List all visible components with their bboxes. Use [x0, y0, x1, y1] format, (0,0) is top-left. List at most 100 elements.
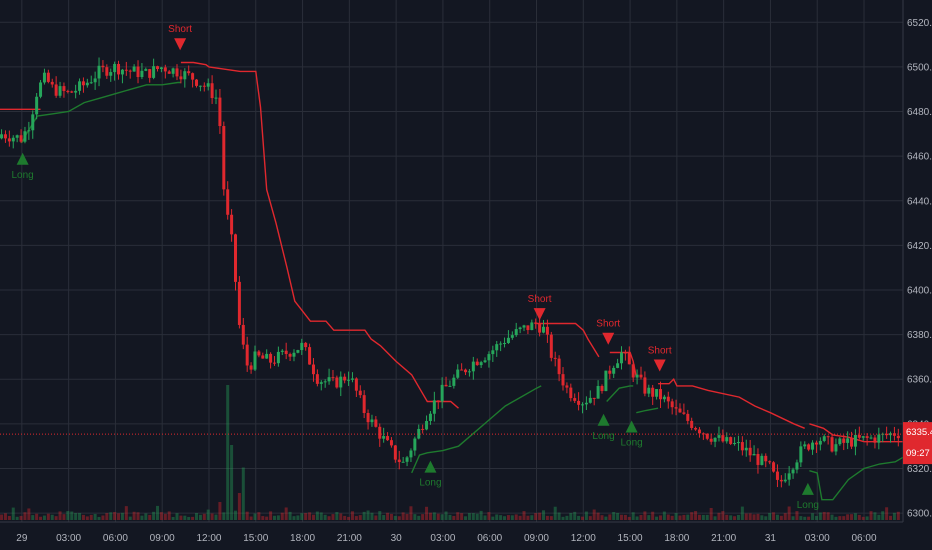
volume-bar	[842, 516, 846, 520]
volume-bar	[635, 516, 639, 520]
candle-body	[191, 73, 195, 80]
time-tick-label: 06:00	[477, 533, 502, 544]
time-axis-panel	[0, 522, 932, 550]
volume-bar	[733, 516, 737, 520]
volume-bar	[393, 515, 397, 520]
candle-body	[50, 81, 54, 85]
last-price-badge: 6335.4 09:27	[903, 422, 932, 465]
candle-body	[148, 69, 152, 78]
time-tick-label: 12:00	[196, 533, 221, 544]
candle-body	[393, 445, 397, 460]
candle-body	[265, 353, 269, 359]
volume-bar	[608, 514, 612, 520]
candle-body	[475, 361, 479, 366]
candle-body	[35, 96, 39, 115]
volume-bar	[382, 515, 386, 520]
volume-bar	[534, 513, 538, 520]
candle-body	[740, 442, 744, 451]
volume-bar	[370, 512, 374, 520]
volume-bar	[288, 511, 292, 520]
volume-bar	[347, 516, 351, 520]
candle-body	[807, 444, 811, 450]
short-signal-arrow	[653, 359, 666, 372]
volume-bar	[873, 512, 877, 520]
candle-body	[237, 281, 241, 325]
candle-body	[417, 428, 421, 439]
candle-body	[853, 434, 857, 447]
volume-bar	[768, 512, 772, 520]
volume-bar	[156, 505, 160, 520]
volume-bar	[226, 385, 230, 520]
volume-bar	[350, 511, 354, 520]
candle-body	[89, 82, 93, 84]
volume-bar	[335, 512, 339, 520]
candle-body	[538, 323, 542, 333]
volume-bar	[795, 511, 799, 520]
candle-body	[70, 91, 74, 93]
volume-bar	[885, 507, 889, 520]
volume-bar	[561, 516, 565, 520]
volume-bar	[725, 514, 729, 520]
price-tick-label: 6360.0	[907, 375, 932, 386]
volume-bar	[210, 513, 214, 520]
candle-body	[327, 377, 331, 382]
candle-body	[775, 471, 779, 480]
volume-bar	[241, 467, 245, 520]
candle-body	[600, 386, 604, 392]
candle-body	[15, 135, 19, 138]
candle-body	[210, 83, 214, 99]
volume-bar	[690, 512, 694, 520]
candle-body	[39, 82, 43, 97]
candle-body	[46, 72, 50, 82]
volume-bar	[503, 516, 507, 520]
time-tick-label: 06:00	[103, 533, 128, 544]
volume-bar	[257, 512, 261, 520]
volume-bars	[0, 385, 900, 520]
candle-body	[526, 325, 530, 331]
candle-body	[202, 85, 206, 87]
candle-body	[889, 433, 893, 436]
candle-body	[331, 377, 335, 379]
volume-bar	[378, 511, 382, 520]
candle-body	[428, 413, 432, 422]
candle-body	[347, 379, 351, 381]
volume-bar	[616, 512, 620, 520]
volume-bar	[510, 515, 514, 520]
candle-body	[748, 447, 752, 456]
candle-body	[826, 436, 830, 438]
candle-body	[822, 436, 826, 441]
short-signal-label: Short	[596, 319, 620, 330]
candle-body	[144, 69, 148, 71]
candle-body	[733, 442, 737, 444]
time-axis[interactable]: 29 03:00 06:00 09:00 12:00 15:00 18:00 21:00 30 0…	[16, 533, 877, 544]
candle-body	[276, 351, 280, 364]
candle-body	[877, 434, 881, 443]
volume-bar	[577, 515, 581, 520]
volume-bar	[237, 493, 241, 520]
volume-bar	[592, 509, 596, 520]
candle-body	[861, 436, 865, 438]
trailing-stop-lines	[0, 61, 904, 501]
candle-body	[308, 347, 312, 365]
candle-body	[456, 369, 460, 378]
volume-bar	[101, 515, 105, 520]
candle-body	[764, 455, 768, 462]
volume-bar	[499, 515, 503, 520]
volume-bar	[308, 512, 312, 520]
time-tick-label: 06:00	[851, 533, 876, 544]
candle-body	[873, 437, 877, 443]
volume-bar	[124, 506, 128, 520]
candle-body	[389, 440, 393, 446]
price-axis[interactable]: 6300.06320.06340.06360.06380.06400.06420…	[907, 18, 932, 520]
candle-body	[81, 81, 85, 86]
price-tick-label: 6480.0	[907, 107, 932, 118]
volume-bar	[491, 516, 495, 520]
candle-body	[869, 437, 873, 439]
volume-bar	[417, 515, 421, 520]
candle-body	[374, 419, 378, 427]
volume-bar	[253, 513, 257, 520]
volume-bar	[877, 514, 881, 520]
volume-bar	[191, 516, 195, 520]
candle-body	[850, 438, 854, 447]
